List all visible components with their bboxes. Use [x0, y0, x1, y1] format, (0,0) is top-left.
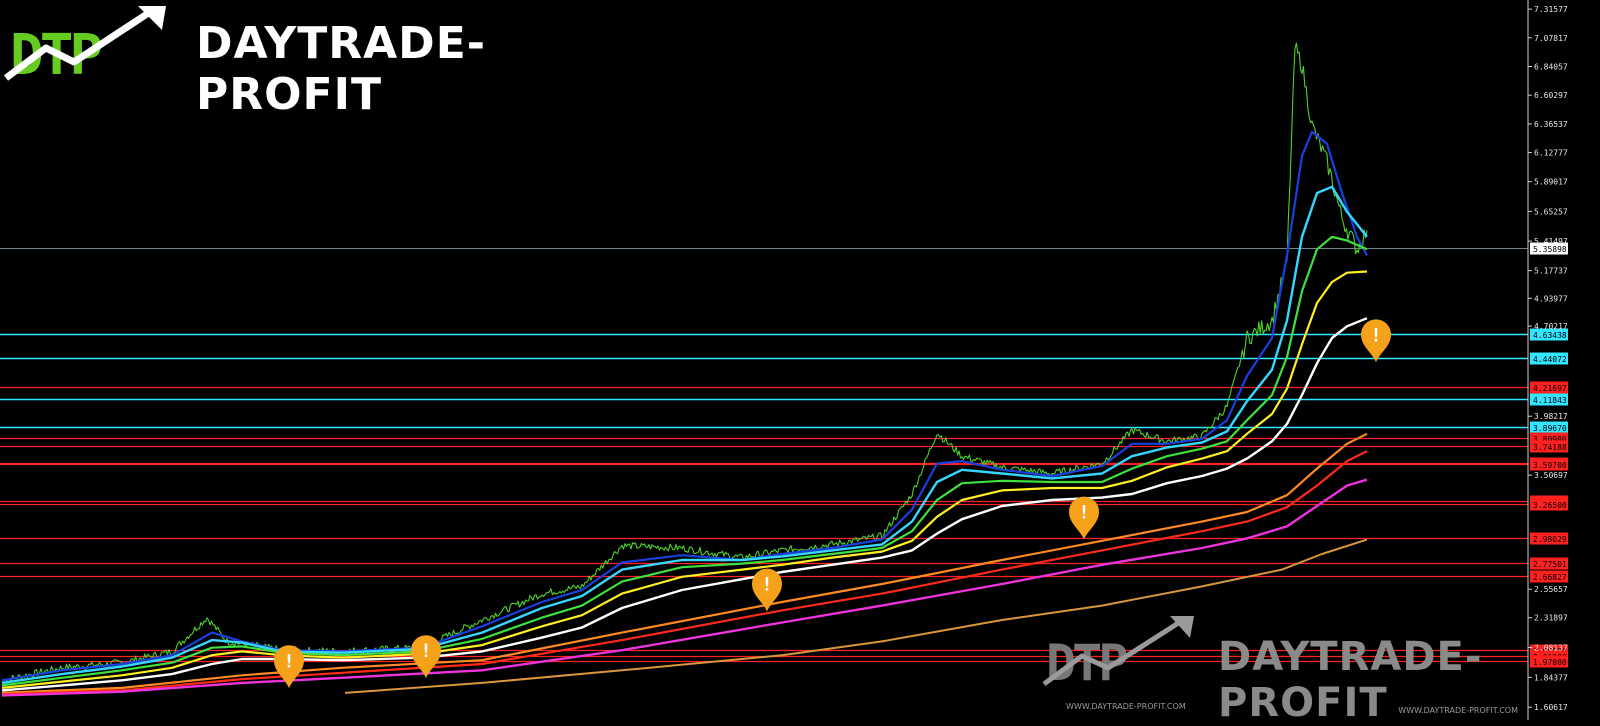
- brand-logo: DTP DAYTRADE-PROFIT: [0, 0, 570, 120]
- warning-pin-icon: !: [1361, 319, 1391, 363]
- warning-pin-symbol: !: [1370, 324, 1381, 346]
- level-label: 2.77501: [1533, 560, 1567, 569]
- y-tick-label: 7.07817: [1534, 34, 1568, 43]
- level-label-bg: [1530, 532, 1568, 545]
- watermark-arrow-icon: DTP: [1042, 616, 1194, 692]
- level-label-bg: [1530, 557, 1568, 570]
- y-tick-label: 6.36537: [1534, 120, 1568, 129]
- y-tick-label: 1.84377: [1534, 673, 1568, 682]
- level-label: 4.63438: [1533, 331, 1567, 340]
- trend-arrow-icon: DTP: [3, 6, 166, 88]
- horizontal-levels: [0, 248, 1528, 663]
- warning-pin-symbol: !: [761, 574, 772, 596]
- y-tick-label: 2.08137: [1534, 643, 1568, 652]
- y-tick-label: 3.50697: [1534, 471, 1568, 480]
- series-line-9: [344, 538, 1368, 694]
- level-label: 3.74188: [1533, 443, 1567, 452]
- level-label: 3.89670: [1533, 424, 1567, 433]
- current-price-label-bg: [1530, 242, 1568, 255]
- warning-pin-symbol: !: [283, 650, 294, 672]
- warning-pin-symbol: !: [420, 640, 431, 662]
- level-label: 4.44072: [1533, 355, 1567, 364]
- level-label: 4.11843: [1533, 396, 1567, 405]
- warning-pin-icon: !: [274, 645, 304, 689]
- level-label-bg: [1530, 421, 1568, 434]
- warning-pin-symbol: !: [1078, 502, 1089, 524]
- y-tick-label: 5.65257: [1534, 207, 1568, 216]
- watermark-logo: DTP DAYTRADE-PROFIT WWW.DAYTRADE-PROFIT.…: [1040, 612, 1540, 726]
- y-tick-label: 3.98217: [1534, 412, 1568, 421]
- markers-group: !!!!!: [274, 319, 1391, 689]
- y-tick-label: 2.31897: [1534, 614, 1568, 623]
- level-label: 2.66827: [1533, 573, 1567, 582]
- y-tick-label: 7.31577: [1534, 5, 1568, 14]
- level-label: 3.26500: [1533, 501, 1567, 510]
- y-tick-label: 4.70217: [1534, 322, 1568, 331]
- series-line-2: [1, 185, 1368, 685]
- level-label: 3.80980: [1533, 435, 1567, 444]
- level-label-bg: [1530, 498, 1568, 511]
- series-line-0: [1, 42, 1368, 684]
- level-label-bg: [1530, 352, 1568, 365]
- warning-pin-icon: !: [1069, 496, 1099, 540]
- warning-pin-icon: !: [752, 568, 782, 612]
- y-axis: 4.63438 4.44072 4.11843 3.89670 4.21697 3.809…: [1527, 0, 1568, 720]
- watermark-url-left: WWW.DAYTRADE-PROFIT.COM: [1066, 702, 1186, 711]
- y-tick-label: 5.17737: [1534, 267, 1568, 276]
- warning-pin-icon: !: [411, 635, 441, 679]
- level-label-bg: [1530, 655, 1568, 668]
- level-label: 2.98029: [1533, 535, 1567, 544]
- level-label-bg: [1530, 393, 1568, 406]
- series-line-3: [1, 235, 1368, 687]
- y-tick-label: 1.60617: [1534, 703, 1568, 712]
- level-label-bg: [1530, 458, 1568, 471]
- brand-name: DAYTRADE-PROFIT: [196, 18, 487, 120]
- watermark-url-right: WWW.DAYTRADE-PROFIT.COM: [1398, 706, 1518, 715]
- y-tick-label: 5.41497: [1534, 237, 1568, 246]
- current-price-label: 5.35898: [1533, 245, 1567, 254]
- level-label-bg: [1530, 381, 1568, 394]
- watermark-brand-name: DAYTRADE-PROFIT: [1218, 634, 1483, 726]
- y-tick-label: 2.55657: [1534, 585, 1568, 594]
- y-tick-label: 5.89017: [1534, 178, 1568, 187]
- y-tick-label: 6.60297: [1534, 91, 1568, 100]
- level-label: 1.97000: [1533, 658, 1567, 667]
- level-label: 4.21697: [1533, 384, 1567, 393]
- level-label-bg: [1530, 328, 1568, 341]
- level-label-bg: [1530, 570, 1568, 583]
- level-label: 3.59700: [1533, 461, 1567, 470]
- y-tick-label: 6.12777: [1534, 149, 1568, 158]
- y-tick-label: 6.84057: [1534, 63, 1568, 72]
- level-label-bg: [1530, 440, 1568, 453]
- y-tick-label: 4.93977: [1534, 294, 1568, 303]
